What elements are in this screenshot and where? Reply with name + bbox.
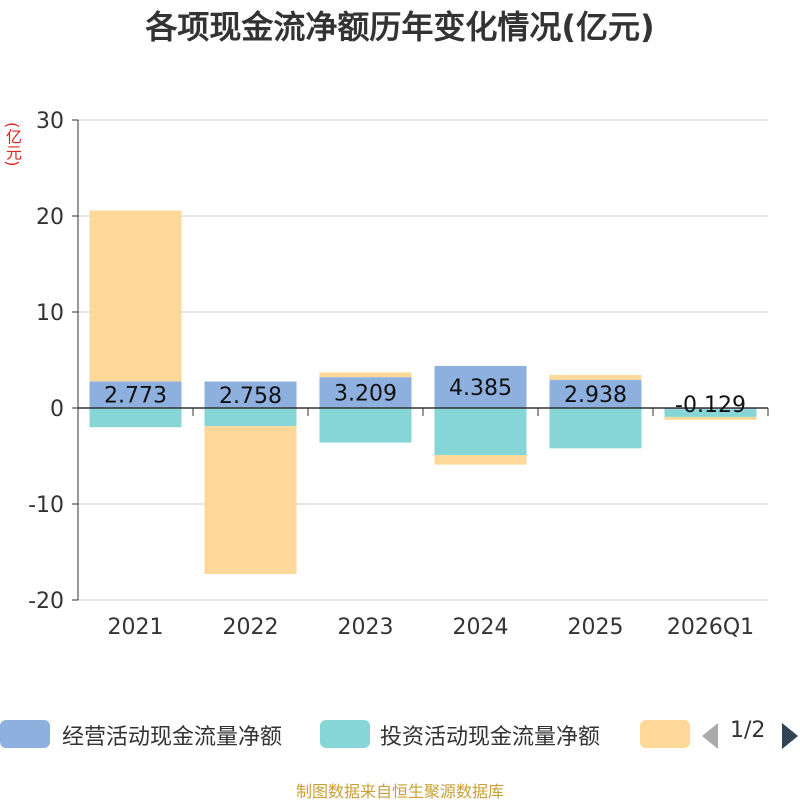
x-tick-label: 2024	[453, 615, 509, 640]
bar-investing	[549, 408, 642, 449]
bar-third-series	[204, 426, 297, 575]
bar-operating	[89, 381, 182, 408]
data-label: -0.129	[675, 393, 746, 418]
legend-swatch-third-series	[640, 720, 690, 748]
x-tick-label: 2025	[568, 615, 624, 640]
y-tick-label: 10	[36, 301, 64, 326]
x-tick-label: 2026Q1	[667, 615, 754, 640]
x-tick-label: 2021	[108, 615, 164, 640]
bar-investing	[319, 408, 412, 443]
legend-swatch-investing	[320, 720, 370, 748]
x-tick-label: 2023	[338, 615, 394, 640]
y-tick-label: -20	[28, 589, 64, 614]
bar-third-series	[319, 372, 412, 378]
bar-investing	[434, 408, 527, 456]
legend-label-operating: 经营活动现金流量净额	[62, 725, 283, 750]
chart-title: 各项现金流净额历年变化情况(亿元)	[145, 8, 655, 46]
legend-prev-page-icon[interactable]	[700, 721, 722, 751]
legend-label-investing: 投资活动现金流量净额	[380, 725, 601, 750]
bar-third-series	[664, 416, 757, 420]
bar-operating	[204, 381, 297, 408]
bar-investing	[89, 408, 182, 428]
bar-operating	[549, 379, 642, 408]
legend-next-page-icon[interactable]	[780, 721, 800, 751]
data-label: 2.938	[564, 383, 627, 408]
x-tick-label: 2022	[223, 615, 279, 640]
bar-investing	[204, 408, 297, 427]
data-label: 3.209	[334, 382, 397, 407]
bar-investing	[664, 409, 757, 417]
data-label: 2.773	[104, 384, 167, 409]
bar-third-series	[434, 455, 527, 465]
y-axis-unit-label: (亿元)	[3, 122, 22, 167]
source-note: 制图数据来自恒生聚源数据库	[295, 782, 504, 800]
legend-page-indicator: 1/2	[730, 718, 766, 743]
legend-swatch-operating	[0, 720, 50, 748]
data-label: 4.385	[449, 376, 512, 401]
bar-third-series	[89, 210, 182, 382]
y-tick-label: 20	[36, 205, 64, 230]
y-tick-label: 0	[50, 397, 64, 422]
bar-third-series	[549, 374, 642, 380]
y-tick-label: 30	[36, 109, 64, 134]
bar-operating	[434, 365, 527, 408]
y-tick-label: -10	[28, 493, 64, 518]
data-label: 2.758	[219, 384, 282, 409]
bar-operating	[319, 377, 412, 408]
